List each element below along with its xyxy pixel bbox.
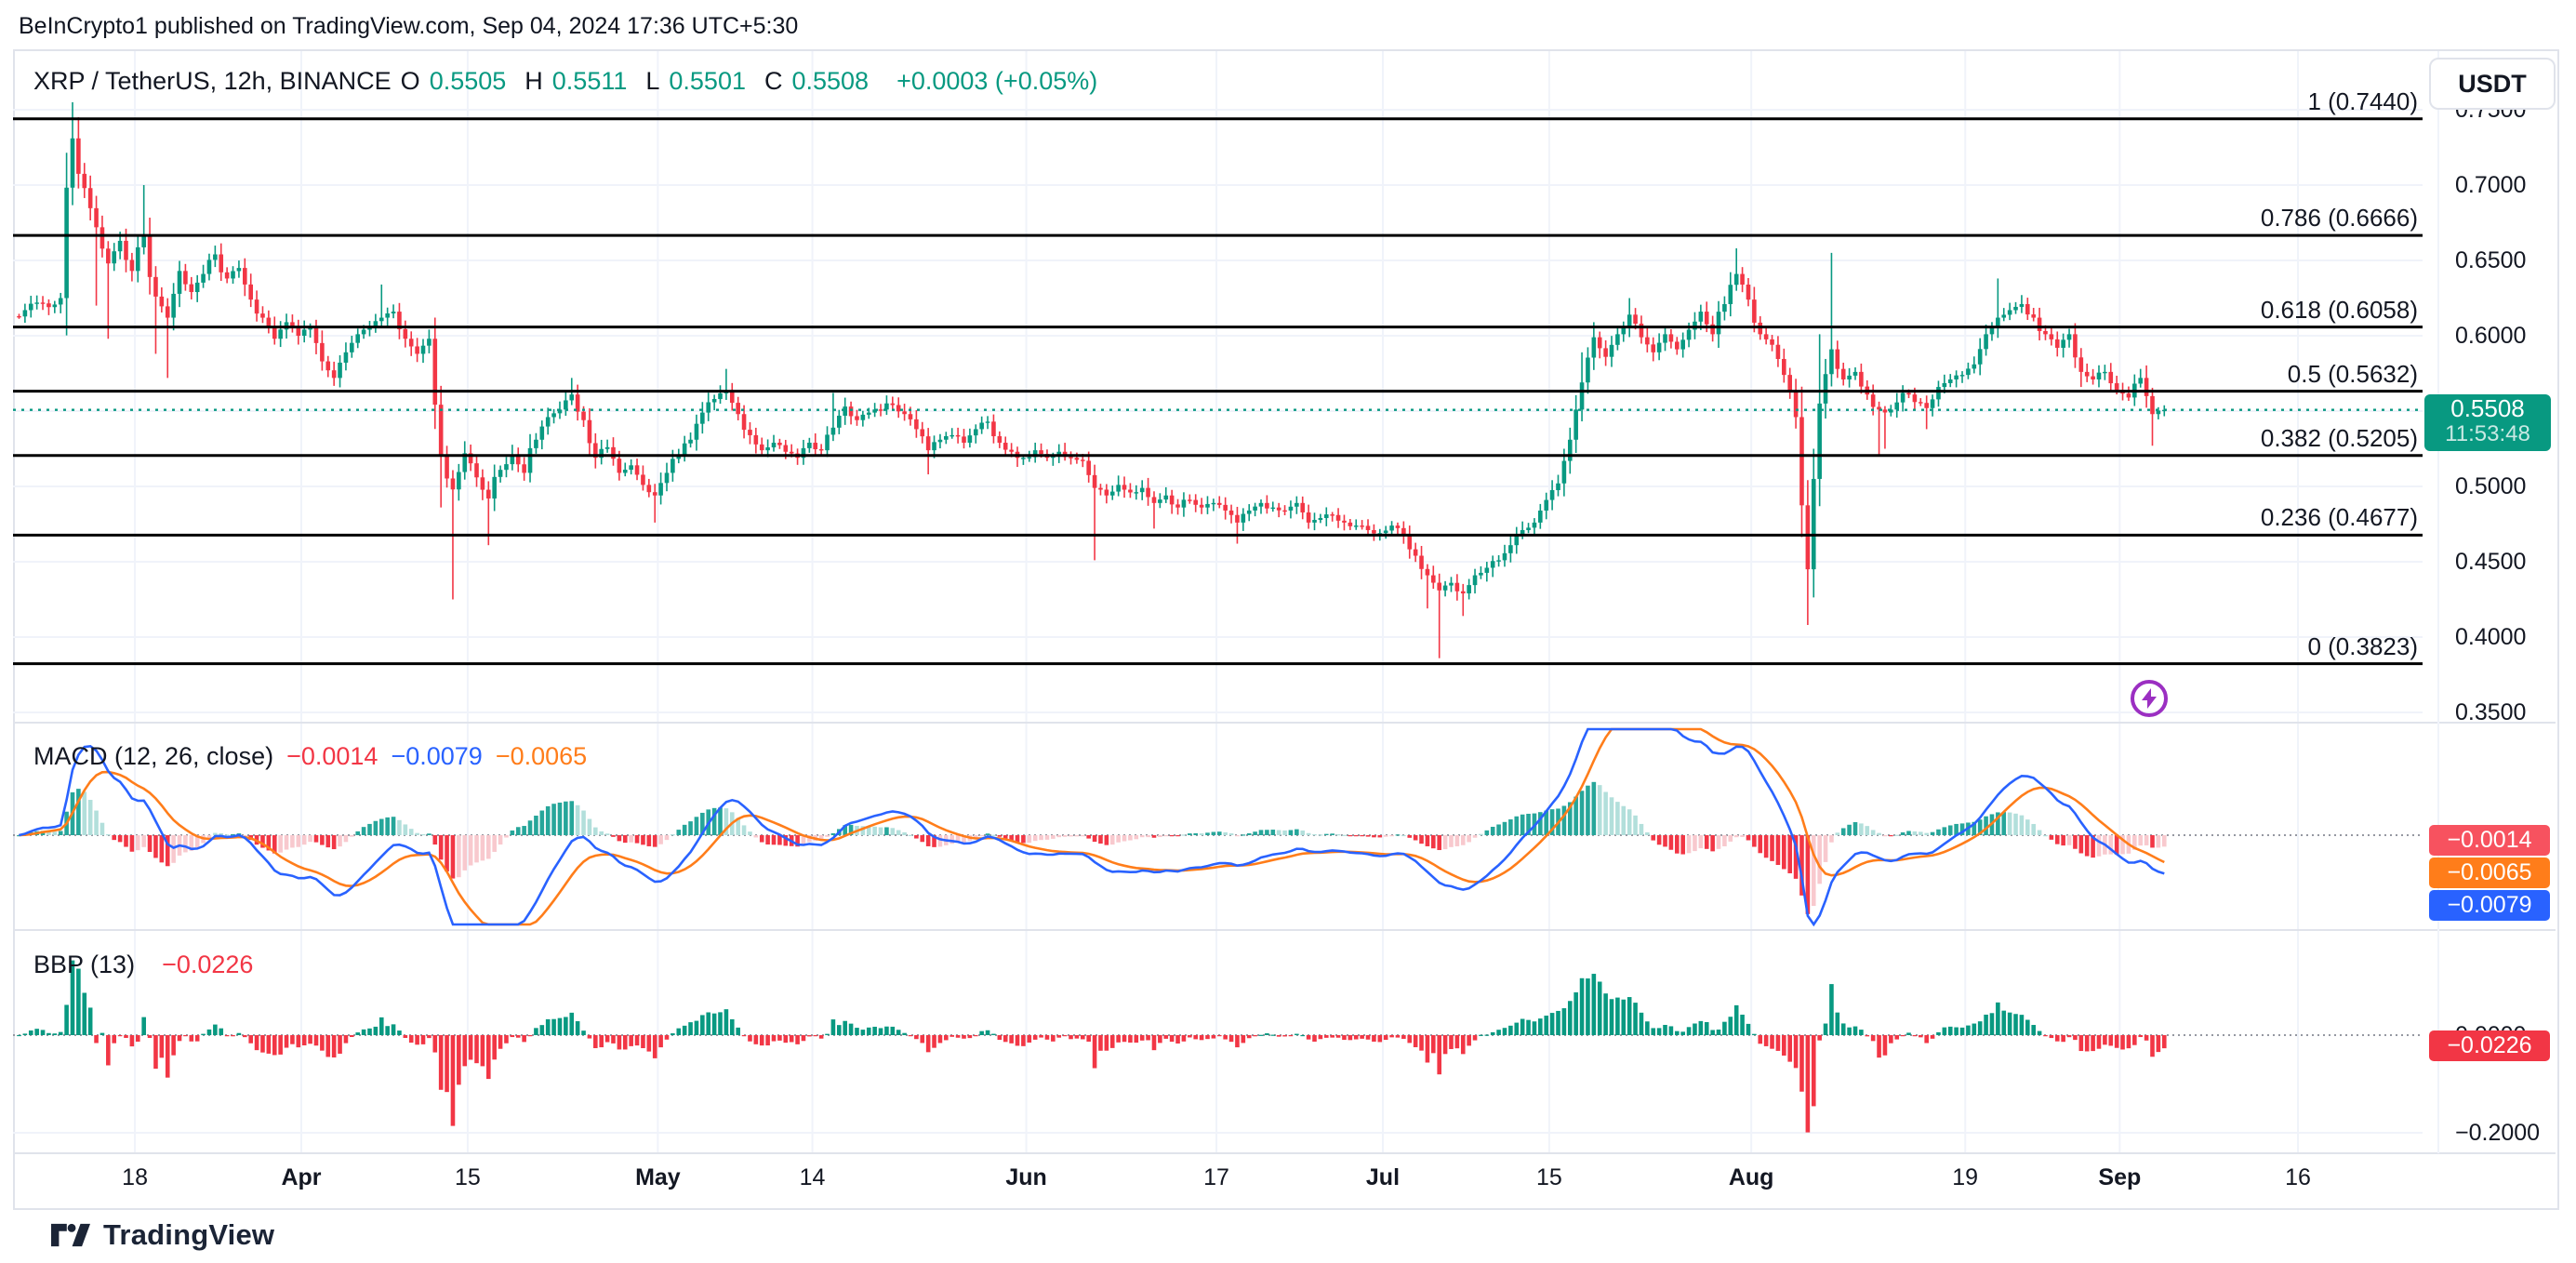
bbp-value-badge: −0.0226	[2429, 1030, 2550, 1061]
chart-legend[interactable]: XRP / TetherUS, 12h, BINANCE O 0.5505 H 0.55…	[33, 67, 1107, 96]
price-tick-0.6500: 0.6500	[2455, 247, 2527, 273]
bbp-legend[interactable]: BBP (13) −0.0226	[33, 951, 266, 979]
ohlc-L: L 0.5501	[645, 67, 746, 95]
time-label-18: 18	[122, 1164, 148, 1190]
time-label-Jul: Jul	[1365, 1164, 1401, 1190]
time-label-14: 14	[799, 1164, 826, 1190]
ohlc-C: C 0.5508	[764, 67, 870, 95]
change-value: +0.0003 (+0.05%)	[896, 67, 1098, 95]
ohlc-values: O 0.5505 H 0.5511 L 0.5501 C 0.5508	[401, 67, 887, 95]
macd-badge-0: −0.0014	[2429, 825, 2550, 856]
bar-countdown: 11:53:48	[2445, 421, 2530, 446]
time-label-15: 15	[455, 1164, 481, 1190]
tradingview-logo[interactable]: TradingView	[51, 1218, 274, 1252]
currency-toggle-button[interactable]: USDT	[2429, 58, 2556, 110]
time-label-16: 16	[2285, 1164, 2311, 1190]
macd-value-0: −0.0014	[286, 742, 378, 770]
price-tick-0.3500: 0.3500	[2455, 699, 2527, 725]
fib-label-1: 1 (0.7440)	[2307, 86, 2418, 115]
time-label-19: 19	[1952, 1164, 1979, 1190]
tradingview-logo-icon	[51, 1223, 90, 1247]
last-price-value: 0.5508	[2450, 394, 2525, 422]
boost-lightning-icon[interactable]	[2128, 677, 2171, 720]
time-label-Apr: Apr	[281, 1164, 322, 1190]
bbp-title: BBP (13)	[33, 951, 150, 978]
price-tick-0.6000: 0.6000	[2455, 323, 2527, 349]
symbol-title: XRP / TetherUS, 12h, BINANCE	[33, 67, 392, 95]
fib-label-0: 0 (0.3823)	[2307, 632, 2418, 660]
time-label-15: 15	[1535, 1164, 1562, 1190]
fib-label-0.5: 0.5 (0.5632)	[2287, 359, 2418, 388]
fib-label-0.236: 0.236 (0.4677)	[2260, 503, 2418, 532]
fib-label-0.786: 0.786 (0.6666)	[2260, 204, 2418, 233]
bbp-axis-label-1: −0.2000	[2455, 1120, 2541, 1146]
chart-widget-border	[13, 49, 2559, 1210]
macd-legend[interactable]: MACD (12, 26, close) −0.0014 −0.0079 −0.006…	[33, 742, 613, 771]
attribution-text: BeInCrypto1 published on TradingView.com…	[19, 13, 799, 39]
time-label-Aug: Aug	[1728, 1164, 1774, 1190]
macd-badge-2: −0.0079	[2429, 890, 2550, 921]
fib-label-0.382: 0.382 (0.5205)	[2260, 423, 2418, 452]
ohlc-O: O 0.5505	[400, 67, 507, 95]
macd-title: MACD (12, 26, close)	[33, 742, 274, 770]
attribution-header: BeInCrypto1 published on TradingView.com…	[19, 13, 798, 40]
bbp-current-value: −0.0226	[162, 951, 254, 978]
macd-value-1: −0.0079	[391, 742, 483, 770]
price-tick-0.4000: 0.4000	[2455, 624, 2527, 650]
ohlc-H: H 0.5511	[524, 67, 628, 95]
macd-value-2: −0.0065	[495, 742, 588, 770]
last-price-badge: 0.5508 11:53:48	[2424, 394, 2551, 451]
price-tick-0.4500: 0.4500	[2455, 549, 2527, 575]
fib-label-0.618: 0.618 (0.6058)	[2260, 295, 2418, 324]
time-label-17: 17	[1203, 1164, 1229, 1190]
tradingview-logo-text: TradingView	[103, 1218, 275, 1251]
price-tick-0.7000: 0.7000	[2455, 172, 2527, 198]
time-label-May: May	[635, 1164, 681, 1190]
macd-badge-1: −0.0065	[2429, 858, 2550, 888]
time-label-Jun: Jun	[1005, 1164, 1047, 1190]
time-label-Sep: Sep	[2098, 1164, 2142, 1190]
price-tick-0.5000: 0.5000	[2455, 473, 2527, 499]
